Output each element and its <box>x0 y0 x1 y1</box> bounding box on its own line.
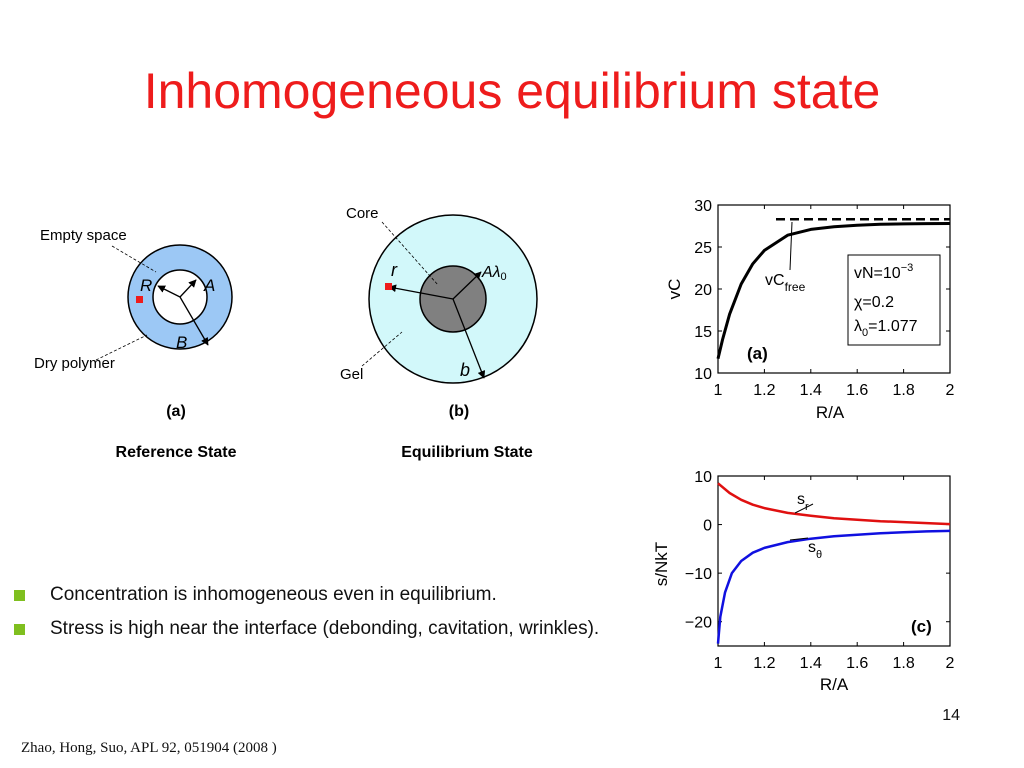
dry-polymer-leader <box>95 334 148 361</box>
bullet-text: Concentration is inhomogeneous even in e… <box>50 584 497 605</box>
chart-vc: 1 1.2 1.4 1.6 1.8 2 10 15 20 25 30 R/A vC (a) vCfr… <box>665 198 955 422</box>
vcfree-label: vCfree <box>765 272 806 294</box>
x-tick-label: 1.4 <box>800 382 822 399</box>
label-B: B <box>176 333 187 352</box>
series-line-1 <box>716 529 951 644</box>
x-tick-label: 1 <box>714 382 723 399</box>
diagram-reference-state: Empty space Dry polymer R A B (a) Refere… <box>34 227 237 461</box>
chart-stress-ylabel: s/NkT <box>652 542 671 586</box>
y-tick-label: 0 <box>703 518 712 535</box>
sr-leader <box>794 503 814 514</box>
x-tick-label: 1.6 <box>846 382 868 399</box>
label-b: b <box>460 360 470 380</box>
radius-r-arrow <box>388 284 454 300</box>
x-tick-label: 1.8 <box>892 382 914 399</box>
radius-A-arrow <box>179 279 197 298</box>
label-core: Core <box>346 205 379 222</box>
chart-stress-frame <box>717 475 951 647</box>
figure-canvas: Empty space Dry polymer R A B (a) Refere… <box>34 198 955 694</box>
label-empty-space: Empty space <box>40 227 127 244</box>
y-tick-label: 25 <box>694 240 712 257</box>
y-tick-label: 20 <box>694 282 712 299</box>
y-tick-label: 10 <box>694 469 712 486</box>
y-tick-label: −10 <box>685 566 712 583</box>
bullet-list: Concentration is inhomogeneous even in e… <box>14 580 634 648</box>
bullet-item: Stress is high near the interface (debon… <box>14 614 634 644</box>
bullet-item: Concentration is inhomogeneous even in e… <box>14 580 634 610</box>
y-tick-label: 15 <box>694 324 712 341</box>
y-tick-label: 30 <box>694 198 712 215</box>
chart-stress-xlabel: R/A <box>820 675 849 694</box>
empty-space-leader <box>111 245 157 273</box>
chart-vc-panel-label: (a) <box>747 344 768 363</box>
gel-leader <box>361 331 403 367</box>
label-r: r <box>391 260 398 280</box>
param-chi: χ=0.2 <box>854 294 894 311</box>
radius-R-arrow <box>157 285 181 298</box>
panel-label-a: (a) <box>166 403 186 420</box>
radius-A-lambda-arrow <box>452 271 482 300</box>
y-tick-label: −20 <box>685 615 712 632</box>
parameter-box <box>847 254 941 346</box>
chart-vc-ylabel: vC <box>665 279 684 300</box>
page-number: 14 <box>942 707 960 724</box>
sr-label: sr <box>797 491 809 513</box>
stheta-label: sθ <box>808 539 822 561</box>
param-lambda0: λ0=1.077 <box>854 318 918 339</box>
panel-label-b: (b) <box>449 403 469 420</box>
core-leader <box>381 221 439 286</box>
x-tick-label: 1.2 <box>753 382 775 399</box>
series-line-0 <box>716 222 951 360</box>
slide-title: Inhomogeneous equilibrium state <box>143 63 881 119</box>
series-line-0 <box>717 482 951 526</box>
bullet-text: Stress is high near the interface (debon… <box>50 618 600 639</box>
caption-reference-state: Reference State <box>116 444 237 461</box>
caption-equilibrium-state: Equilibrium State <box>401 444 533 461</box>
stheta-leader <box>789 537 809 541</box>
bullet-marker <box>14 624 25 635</box>
x-tick-label: 1 <box>714 655 723 672</box>
x-tick-label: 1.4 <box>800 655 822 672</box>
chart-stress: 1 1.2 1.4 1.6 1.8 2 10 0 −10 −20 R/A s/NkT (c) sr… <box>652 469 955 694</box>
chart-vc-xlabel: R/A <box>816 403 845 422</box>
x-tick-label: 1.6 <box>846 655 868 672</box>
label-A: A <box>203 276 215 295</box>
label-dry-polymer: Dry polymer <box>34 355 115 372</box>
param-vn: vN=10−3 <box>854 262 913 282</box>
citation: Zhao, Hong, Suo, APL 92, 051904 (2008 ) <box>21 740 277 756</box>
label-gel: Gel <box>340 366 363 383</box>
label-R: R <box>140 276 152 295</box>
vcfree-leader <box>789 221 793 271</box>
material-point-marker-b <box>385 283 392 290</box>
label-A-lambda: Aλ0 <box>481 264 507 283</box>
x-tick-label: 2 <box>946 655 955 672</box>
radius-b-arrow <box>452 298 486 379</box>
x-tick-label: 1.2 <box>753 655 775 672</box>
chart-stress-panel-label: (c) <box>911 617 932 636</box>
y-tick-label: 10 <box>694 366 712 383</box>
x-tick-label: 2 <box>946 382 955 399</box>
material-point-marker <box>136 296 143 303</box>
bullet-marker <box>14 590 25 601</box>
radius-B-arrow <box>179 296 209 346</box>
diagram-equilibrium-state: Core Gel r Aλ0 b (b) Equilibrium State <box>340 205 538 461</box>
x-tick-label: 1.8 <box>892 655 914 672</box>
